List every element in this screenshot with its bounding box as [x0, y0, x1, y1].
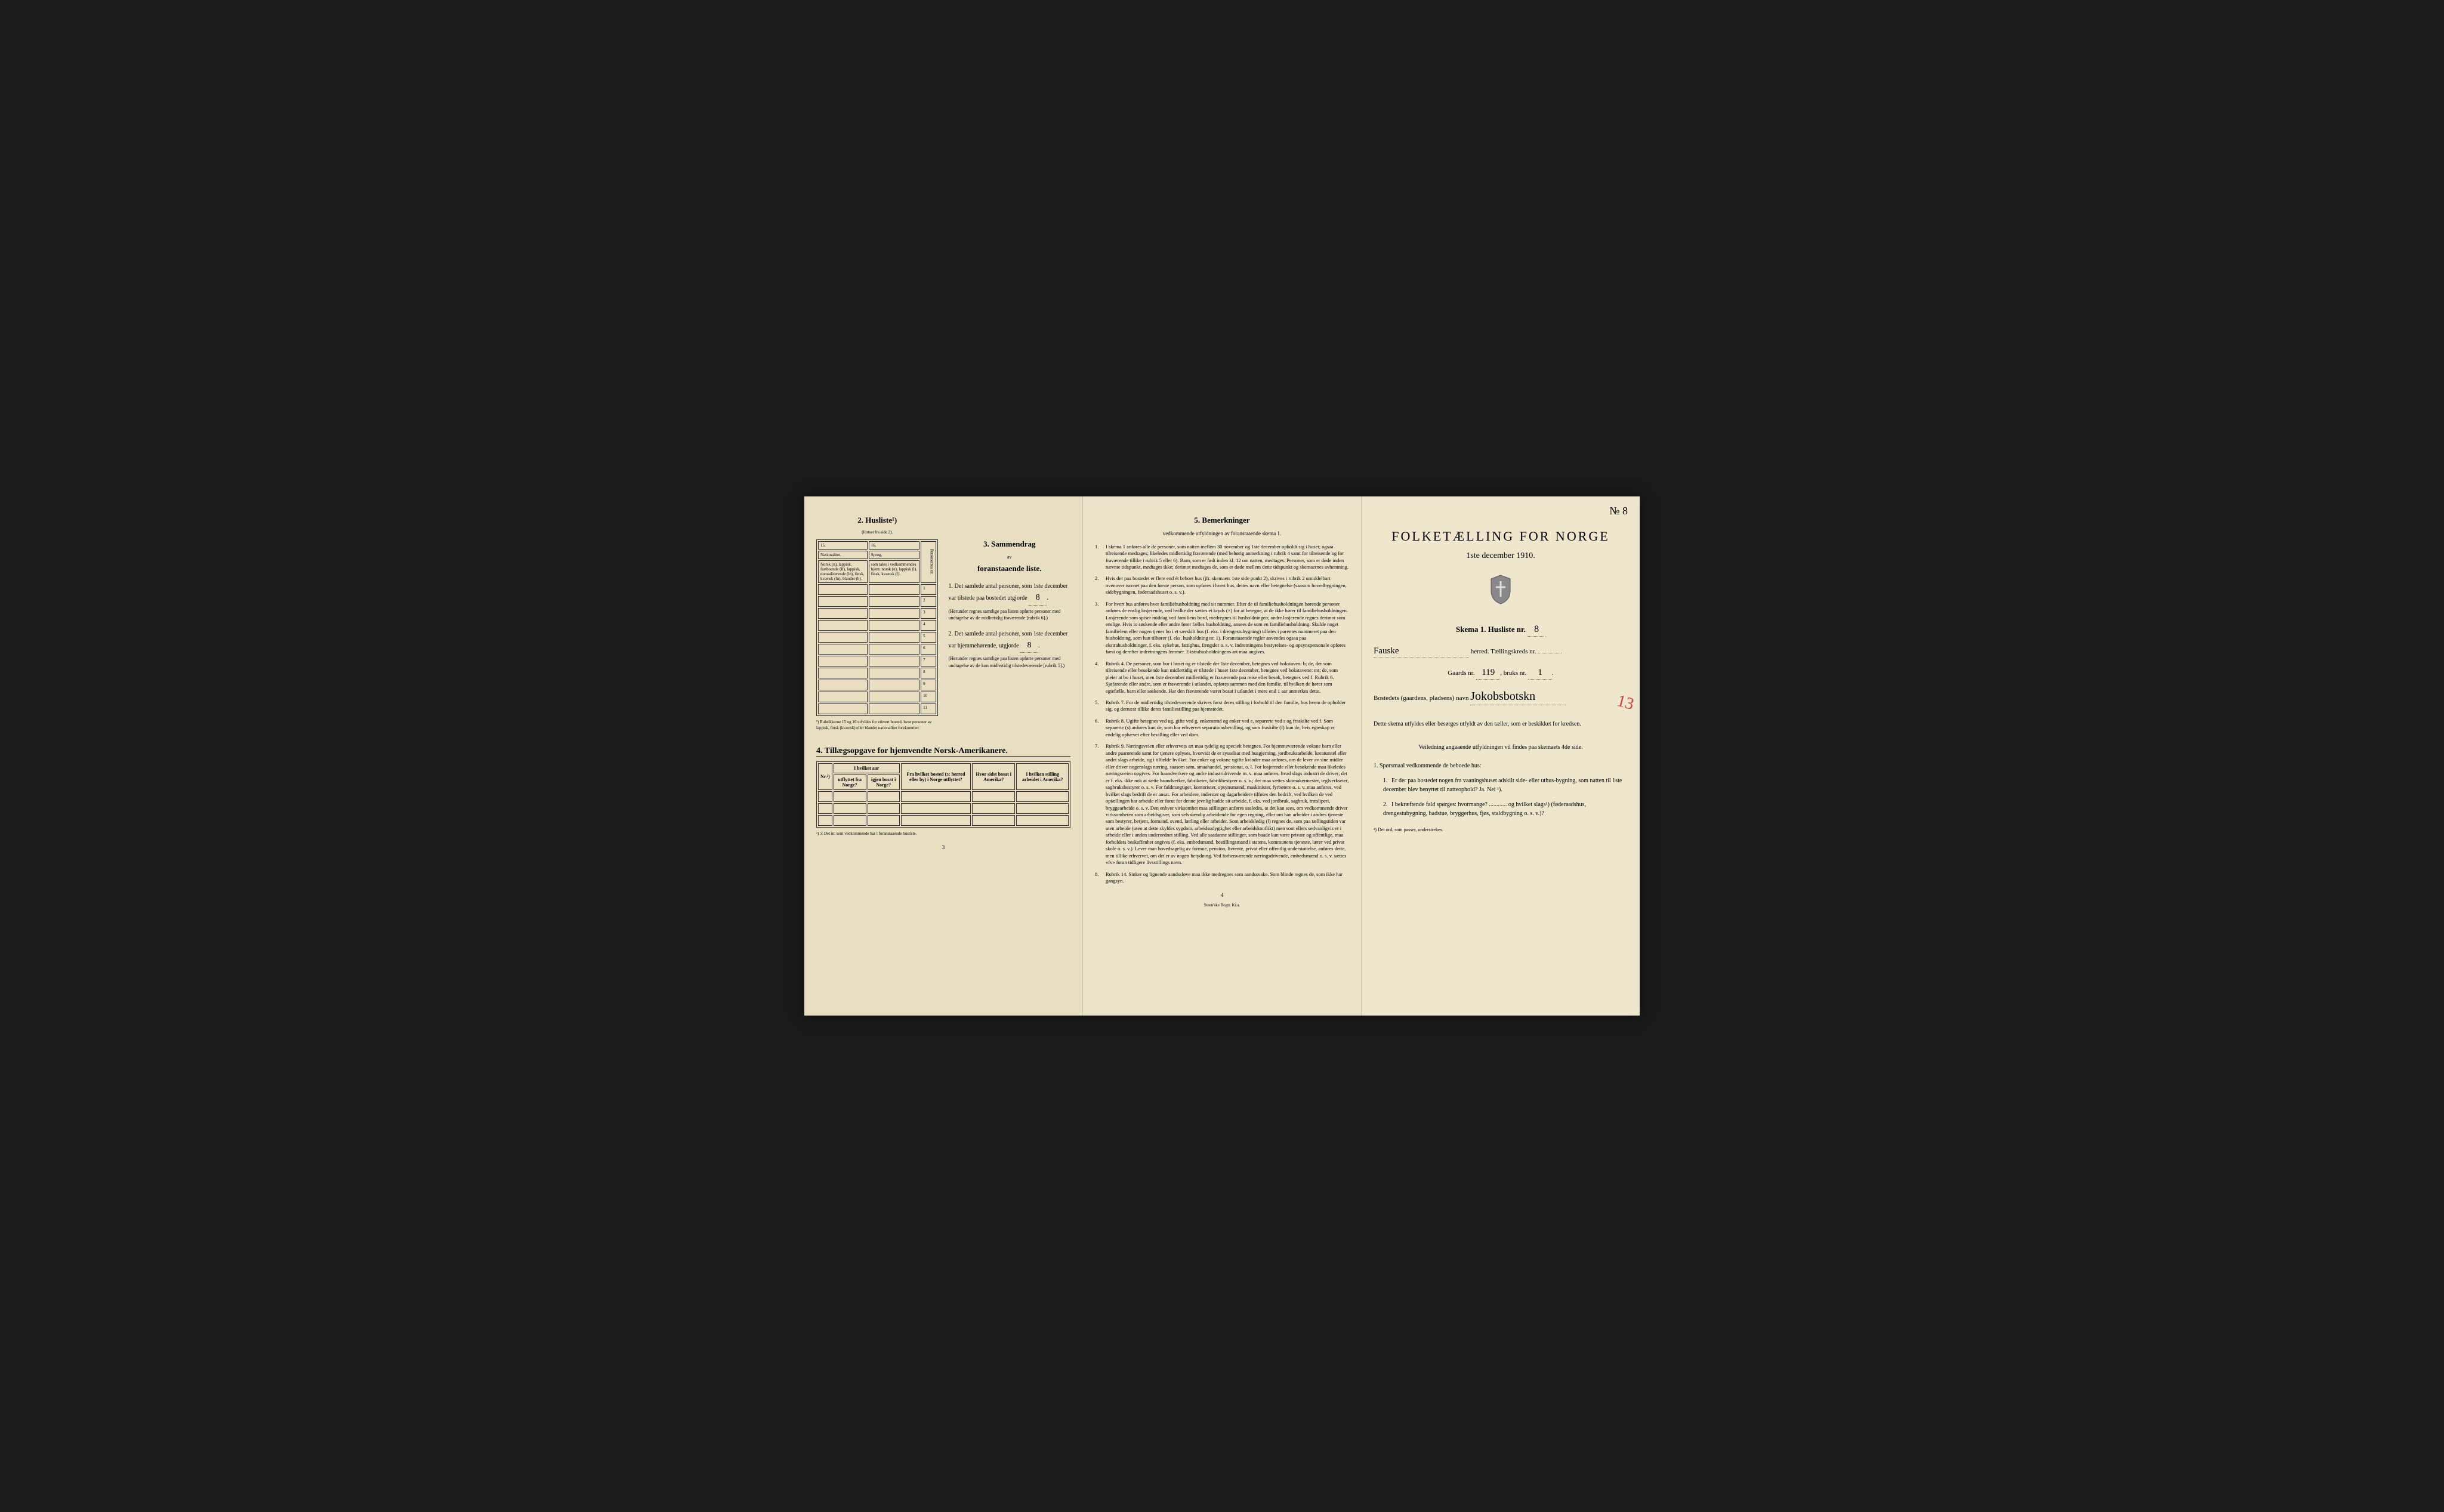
person-nr-header: Personernes nr. — [921, 541, 936, 583]
gaards-value: 119 — [1476, 666, 1500, 680]
bem-num: 6. — [1095, 718, 1106, 738]
col-15-header: Nationalitet. — [818, 551, 868, 559]
document-number: № 8 — [1609, 505, 1628, 517]
bem-num: 2. — [1095, 575, 1106, 595]
gaards-label: Gaards nr. — [1448, 669, 1474, 677]
bottom-footnote: ¹) Det ord, som passer, understrekes. — [1374, 826, 1628, 833]
bem-num: 4. — [1095, 661, 1106, 695]
bosted-value: Jokobsbotskn — [1470, 688, 1566, 705]
bruks-value: 1 — [1528, 666, 1552, 680]
amk-footnote: ²) ɔ: Det nr. som vedkommende har i fora… — [816, 831, 1070, 837]
amerika-table: Nr.²) I hvilket aar Fra hvilket bosted (… — [816, 761, 1070, 828]
bem-num: 7. — [1095, 743, 1106, 866]
col-16-header: Sprog, — [869, 551, 919, 559]
bem-text: Rubrik 14. Sinker og lignende aandssløve… — [1106, 871, 1349, 885]
col-16-sub: som tales i vedkommendes hjem: norsk (n)… — [869, 560, 919, 583]
row-num: 1 — [921, 584, 936, 595]
row-num: 9 — [921, 680, 936, 690]
bosted-label: Bostedets (gaardens, pladsens) navn — [1374, 695, 1468, 702]
bem-text: For hvert hus anføres hver familiehushol… — [1106, 601, 1349, 656]
row-num: 4 — [921, 620, 936, 631]
col-15-sub: Norsk (n), lappisk, fastboende (lf), lap… — [818, 560, 868, 583]
section4-title: 4. Tillægsopgave for hjemvendte Norsk-Am… — [816, 746, 1070, 757]
row-num: 3 — [921, 608, 936, 619]
sammendrag-title: 3. Sammendrag — [949, 539, 1070, 549]
printer-mark: Steen'ske Bogtr. Kr.a. — [1095, 903, 1349, 908]
amk-h4: I hvilken stilling arbeidet i Amerika? — [1016, 763, 1069, 790]
bem-text: Rubrik 9. Næringsveien eller erhvervets … — [1106, 743, 1349, 866]
item1-value: 8 — [1029, 591, 1047, 605]
question-1: Er der paa bostedet nogen fra vaaningshu… — [1383, 777, 1622, 793]
bem-num: 1. — [1095, 544, 1106, 571]
amk-h1: I hvilket aar — [834, 763, 900, 773]
amk-h1a: utflyttet fra Norge? — [834, 774, 866, 790]
item2-mid: var hjemmehørende, utgjorde — [949, 643, 1019, 649]
husliste-continuation: (fortsat fra side 2). — [816, 530, 938, 536]
main-title: FOLKETÆLLING FOR NORGE — [1374, 529, 1628, 544]
herred-value: Fauske — [1374, 645, 1469, 658]
bemerkninger-list: 1.I skema 1 anføres alle de personer, so… — [1095, 544, 1349, 885]
bem-text: Hvis der paa bostedet er flere end ét be… — [1106, 575, 1349, 595]
husliste-nr-value: 8 — [1528, 623, 1545, 637]
item1-note: (Herunder regnes samtlige paa listen opf… — [949, 608, 1070, 621]
amk-h3: Hvor sidst bosat i Amerika? — [972, 763, 1015, 790]
item1-mid: var tilstede paa bostedet utgjorde — [949, 595, 1027, 601]
row-num: 5 — [921, 632, 936, 643]
row-num: 6 — [921, 644, 936, 655]
page-number-4: 4 — [1095, 892, 1349, 898]
bem-text: Rubrik 8. Ugifte betegnes ved ug, gifte … — [1106, 718, 1349, 738]
bem-text: Rubrik 7. For de midlertidig tilstedevær… — [1106, 699, 1349, 713]
bem-num: 8. — [1095, 871, 1106, 885]
skema-label: Skema 1. Husliste nr. — [1456, 625, 1526, 634]
item2-note: (Herunder regnes samtlige paa listen opf… — [949, 655, 1070, 668]
amk-h1b: igjen bosat i Norge? — [868, 774, 900, 790]
bem-text: I skema 1 anføres alle de personer, som … — [1106, 544, 1349, 571]
row-num: 8 — [921, 668, 936, 678]
bemerkninger-title: 5. Bemerkninger — [1095, 516, 1349, 525]
amk-h2: Fra hvilket bosted (ɔ: herred eller by) … — [901, 763, 971, 790]
sammendrag-sub1: av — [949, 554, 1070, 560]
question-2: I bekræftende fald spørges: hvormange? .… — [1383, 801, 1586, 817]
amk-nr: Nr.²) — [818, 763, 832, 790]
row-num: 2 — [921, 596, 936, 607]
census-document: 2. Husliste¹) (fortsat fra side 2). 15. … — [804, 496, 1640, 1016]
bemerkninger-subtitle: vedkommende utfyldningen av foranstaaend… — [1095, 530, 1349, 538]
item2-value: 8 — [1020, 639, 1038, 653]
bem-num: 3. — [1095, 601, 1106, 656]
bem-num: 5. — [1095, 699, 1106, 713]
row-num: 7 — [921, 656, 936, 666]
question-header: 1. Spørsmaal vedkommende de beboede hus: — [1374, 761, 1628, 770]
col-16-num: 16. — [869, 541, 919, 550]
item2-pre: 2. Det samlede antal personer, som 1ste … — [949, 631, 1068, 637]
main-date: 1ste december 1910. — [1374, 550, 1628, 562]
bruks-label: bruks nr. — [1504, 669, 1527, 677]
col-15-num: 15. — [818, 541, 868, 550]
bem-text: Rubrik 4. De personer, som bor i huset o… — [1106, 661, 1349, 695]
instruction-1: Dette skema utfyldes eller besørges utfy… — [1374, 720, 1628, 729]
item1-pre: 1. Det samlede antal personer, som 1ste … — [949, 583, 1068, 590]
panel-left: 2. Husliste¹) (fortsat fra side 2). 15. … — [804, 496, 1082, 1016]
row-num: 10 — [921, 692, 936, 702]
herred-label: herred. Tællingskreds nr. — [1471, 648, 1536, 655]
table-footnote: ¹) Rubrikkerne 15 og 16 utfyldes for eth… — [816, 720, 938, 732]
sammendrag-sub2: foranstaaende liste. — [949, 564, 1070, 573]
panel-middle: 5. Bemerkninger vedkommende utfyldningen… — [1082, 496, 1361, 1016]
panel-right: № 8 FOLKETÆLLING FOR NORGE 1ste december… — [1361, 496, 1640, 1016]
instruction-2: Veiledning angaaende utfyldningen vil fi… — [1374, 743, 1628, 752]
row-num: 11 — [921, 703, 936, 714]
coat-of-arms-icon — [1374, 574, 1628, 611]
husliste-title: 2. Husliste¹) — [816, 516, 938, 525]
page-number-3: 3 — [816, 844, 1070, 850]
nationality-table: 15. 16. Personernes nr. Nationalitet. Sp… — [816, 539, 938, 716]
